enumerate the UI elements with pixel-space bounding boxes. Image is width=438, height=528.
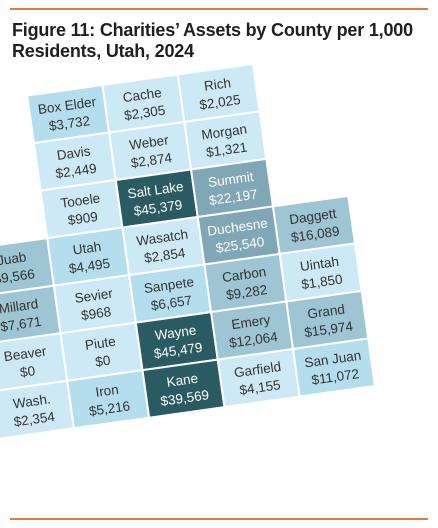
county-value-cache: $2,305 <box>123 103 166 124</box>
county-value-sanpete: $6,657 <box>150 293 193 314</box>
county-tile-rich: Rich$2,025 <box>176 62 261 124</box>
county-value-weber: $2,874 <box>130 150 173 171</box>
county-fill-san-juan <box>291 337 377 398</box>
county-tile-garfield: Garfield$4,155 <box>216 347 301 409</box>
county-value-salt-lake: $45,379 <box>133 197 183 219</box>
county-value-box-elder: $3,732 <box>48 113 91 134</box>
county-value-san-juan: $11,072 <box>311 366 360 388</box>
county-value-millard: $7,671 <box>0 314 42 335</box>
county-value-juab: $9,566 <box>0 266 36 287</box>
county-name-sanpete: Sanpete <box>143 274 195 296</box>
county-value-summit: $22,197 <box>208 187 258 209</box>
county-value-utah: $4,495 <box>68 256 111 277</box>
county-name-millard: Millard <box>0 296 39 316</box>
county-tile-grand: Grand$15,974 <box>285 289 370 351</box>
county-value-wasatch: $2,854 <box>143 245 186 266</box>
county-name-emery: Emery <box>231 312 272 332</box>
top-rule <box>10 8 428 10</box>
county-tile-salt-lake: Salt Lake$45,379 <box>114 168 199 229</box>
county-name-carbon: Carbon <box>221 264 267 285</box>
county-name-wash: Wash. <box>12 391 51 411</box>
county-name-sevier: Sevier <box>74 286 114 306</box>
county-tile-sevier: Sevier$968 <box>52 273 137 335</box>
county-value-carbon: $9,282 <box>225 282 268 303</box>
county-value-wash: $2,354 <box>13 409 56 430</box>
county-tile-san-juan: San Juan$11,072 <box>291 337 377 398</box>
county-tile-weber: Weber$2,874 <box>107 120 193 182</box>
county-tile-davis: Davis$2,449 <box>32 131 117 192</box>
county-fill-wash <box>0 379 76 440</box>
county-name-beaver: Beaver <box>3 343 48 364</box>
county-value-kane: $39,569 <box>160 387 210 409</box>
county-tile-morgan: Morgan$1,321 <box>183 110 268 171</box>
county-value-davis: $2,449 <box>55 161 98 182</box>
county-name-kane: Kane <box>166 371 199 390</box>
county-value-garfield: $4,155 <box>239 377 282 398</box>
county-tile-beaver: Beaver$0 <box>0 332 69 393</box>
county-value-morgan: $1,321 <box>205 140 248 161</box>
county-name-cache: Cache <box>122 85 163 105</box>
county-name-utah: Utah <box>72 239 102 258</box>
county-tile-box-elder: Box Elder$3,732 <box>26 83 111 145</box>
county-value-duchesne: $25,540 <box>215 234 265 256</box>
county-tile-tooele: Tooele$909 <box>39 178 124 240</box>
county-name-garfield: Garfield <box>233 359 282 380</box>
county-value-tooele: $909 <box>67 209 99 228</box>
county-name-wayne: Wayne <box>154 322 197 343</box>
county-value-beaver: $0 <box>19 363 36 380</box>
county-value-rich: $2,025 <box>198 92 241 113</box>
county-value-daggett: $16,089 <box>290 223 340 245</box>
county-name-tooele: Tooele <box>60 190 101 210</box>
county-value-iron: $5,216 <box>88 398 131 419</box>
county-name-uintah: Uintah <box>299 254 340 274</box>
county-value-emery: $12,064 <box>228 329 279 351</box>
county-tile-iron: Iron$5,216 <box>66 369 151 430</box>
county-name-piute: Piute <box>84 334 117 353</box>
county-tile-kane: Kane$39,569 <box>141 358 226 419</box>
figure-title: Figure 11: Charities’ Assets by County p… <box>12 20 413 61</box>
county-tile-daggett: Daggett$16,089 <box>271 194 357 256</box>
county-name-juab: Juab <box>0 249 27 268</box>
county-fill-iron <box>66 369 151 430</box>
county-value-piute: $0 <box>94 353 111 370</box>
county-tile-summit: Summit$22,197 <box>189 157 275 219</box>
county-value-uintah: $1,850 <box>300 272 343 293</box>
county-name-grand: Grand <box>307 302 346 322</box>
county-tile-duchesne: Duchesne$25,540 <box>196 205 281 266</box>
county-name-morgan: Morgan <box>200 121 247 142</box>
county-tile-wayne: Wayne$45,479 <box>134 310 219 372</box>
county-value-wayne: $45,479 <box>153 340 203 362</box>
county-value-grand: $15,974 <box>303 318 354 340</box>
county-fill-garfield <box>216 347 301 409</box>
county-name-weber: Weber <box>128 132 170 152</box>
county-name-davis: Davis <box>56 143 92 163</box>
county-tile-millard: Millard$7,671 <box>0 284 62 345</box>
bottom-rule <box>10 518 428 520</box>
county-fill-kane <box>141 358 226 419</box>
county-tile-carbon: Carbon$9,282 <box>203 252 288 314</box>
county-tile-wash: Wash.$2,354 <box>0 379 76 440</box>
county-name-summit: Summit <box>207 169 255 190</box>
county-value-sevier: $968 <box>80 304 112 323</box>
county-name-iron: Iron <box>94 382 119 400</box>
county-tile-sanpete: Sanpete$6,657 <box>128 263 213 324</box>
county-name-daggett: Daggett <box>288 206 337 227</box>
county-tile-piute: Piute$0 <box>59 321 144 382</box>
county-tile-uintah: Uintah$1,850 <box>278 242 363 303</box>
county-name-wasatch: Wasatch <box>135 227 189 249</box>
county-name-rich: Rich <box>203 75 232 94</box>
